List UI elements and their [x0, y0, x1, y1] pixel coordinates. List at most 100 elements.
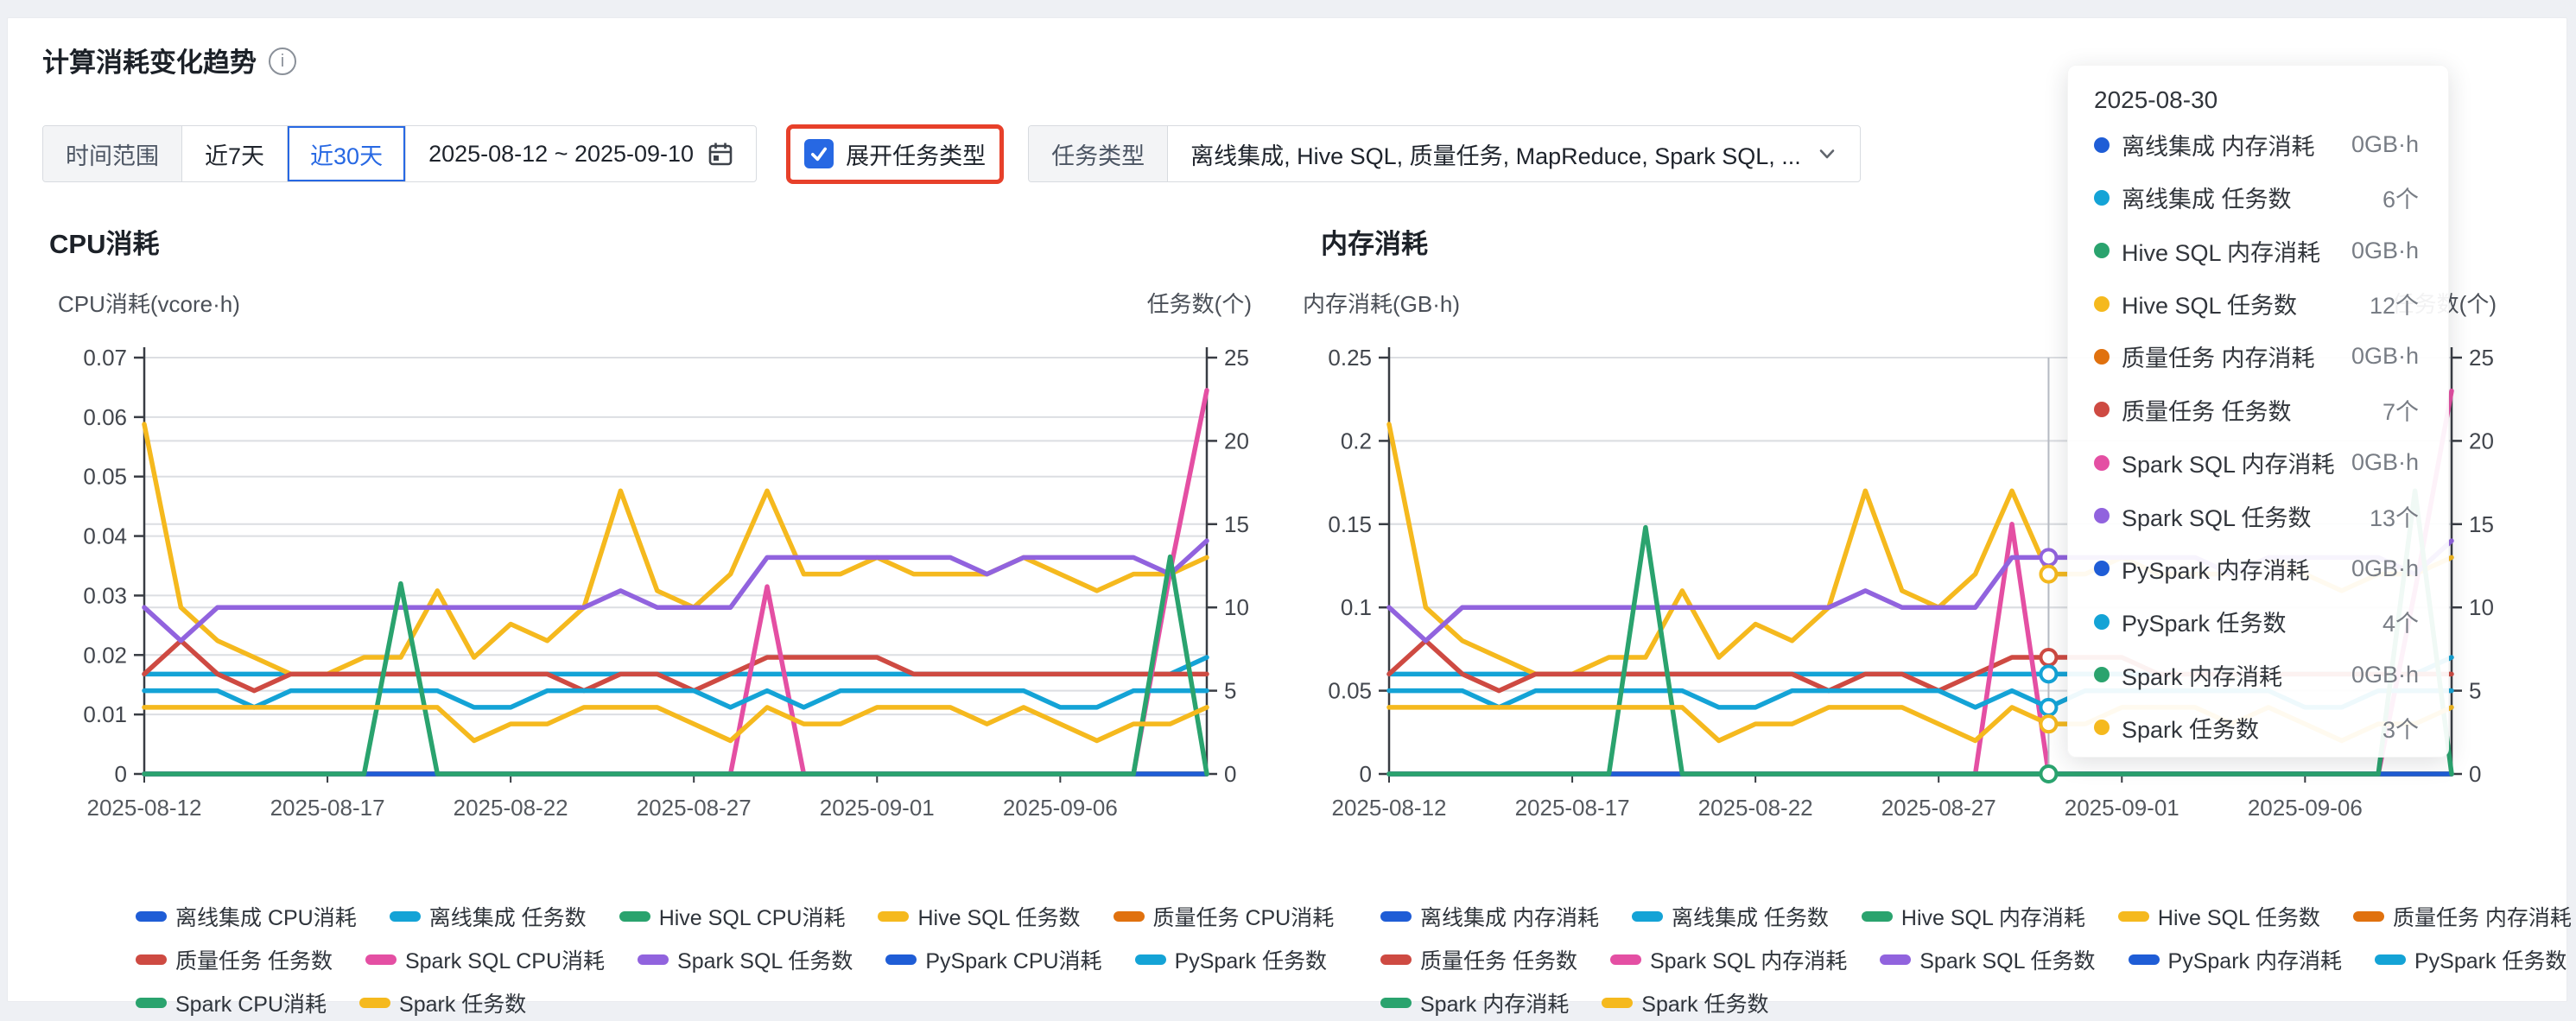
legend-marker — [619, 911, 650, 922]
svg-text:2025-09-01: 2025-09-01 — [820, 795, 935, 821]
tooltip-series-dot — [2094, 348, 2110, 365]
legend-label: 质量任务 任务数 — [1420, 949, 1577, 973]
tooltip-date: 2025-08-30 — [2094, 86, 2218, 113]
legend-item-Hive SQL 任务数[interactable]: Hive SQL 任务数 — [2117, 901, 2320, 932]
svg-text:任务数(个): 任务数(个) — [1147, 291, 1252, 317]
tooltip-series-value: 12个 — [2369, 293, 2419, 320]
svg-text:2025-08-22: 2025-08-22 — [1698, 795, 1813, 821]
svg-text:2025-08-22: 2025-08-22 — [454, 795, 568, 821]
tooltip-row: Hive SQL 内存消耗 0GB·h — [2094, 234, 2419, 268]
series-line-Hive SQL 任务数 — [142, 422, 1209, 677]
legend-item-Spark 任务数[interactable]: Spark 任务数 — [1602, 987, 1769, 1018]
legend-item-Spark SQL 任务数[interactable]: Spark SQL 任务数 — [1880, 944, 2096, 975]
legend-label: Hive SQL CPU消耗 — [658, 906, 846, 930]
tooltip-series-name: 质量任务 任务数 — [2122, 398, 2292, 425]
legend-marker — [878, 911, 910, 922]
task-type-dropdown[interactable]: 离线集成, Hive SQL, 质量任务, MapReduce, Spark S… — [1168, 126, 1860, 181]
svg-text:0.05: 0.05 — [83, 464, 127, 490]
tooltip-series-dot — [2094, 136, 2110, 153]
last-7-days-button[interactable]: 近7天 — [182, 126, 289, 181]
legend-marker — [2352, 911, 2384, 922]
legend-item-质量任务 CPU消耗[interactable]: 质量任务 CPU消耗 — [1113, 901, 1334, 932]
legend-item-Hive SQL CPU消耗[interactable]: Hive SQL CPU消耗 — [619, 901, 846, 932]
task-type-label: 任务类型 — [1029, 126, 1169, 181]
svg-text:10: 10 — [1224, 594, 1249, 620]
series-line-Spark CPU消耗 — [142, 554, 1209, 777]
legend-item-PySpark CPU消耗[interactable]: PySpark CPU消耗 — [885, 944, 1102, 975]
svg-text:0.03: 0.03 — [83, 582, 127, 608]
legend-item-离线集成 任务数[interactable]: 离线集成 任务数 — [1631, 901, 1829, 932]
tooltip-series-dot — [2094, 243, 2110, 259]
tooltip-series-dot — [2094, 720, 2110, 736]
legend-label: 离线集成 CPU消耗 — [175, 906, 357, 930]
tooltip-rows: 离线集成 内存消耗 0GB·h 离线集成 任务数 6个 Hive SQL 内存消耗 0GB… — [2094, 128, 2419, 745]
svg-text:0: 0 — [2469, 761, 2481, 787]
last-30-days-button[interactable]: 近30天 — [288, 126, 407, 181]
svg-text:0.06: 0.06 — [83, 404, 127, 430]
expand-task-type-highlight: 展开任务类型 — [786, 124, 1005, 184]
hover-marker — [2039, 697, 2059, 717]
tooltip-series-value: 0GB·h — [2351, 237, 2419, 263]
svg-text:2025-08-17: 2025-08-17 — [270, 795, 385, 821]
legend-label: Spark 任务数 — [399, 992, 527, 1017]
memory-chart-legend: 离线集成 内存消耗 离线集成 任务数 Hive SQL 内存消耗 Hive SQL 任… — [1380, 901, 2572, 1018]
legend-item-质量任务 任务数[interactable]: 质量任务 任务数 — [1380, 944, 1577, 975]
legend-item-质量任务 任务数[interactable]: 质量任务 任务数 — [136, 944, 333, 975]
legend-item-Spark CPU消耗[interactable]: Spark CPU消耗 — [136, 987, 327, 1018]
tooltip-series-dot — [2094, 402, 2110, 418]
tooltip-series-name: Hive SQL 内存消耗 — [2122, 239, 2321, 266]
svg-text:2025-08-12: 2025-08-12 — [1332, 795, 1447, 821]
calendar-icon — [708, 143, 733, 166]
legend-item-Hive SQL 任务数[interactable]: Hive SQL 任务数 — [878, 901, 1081, 932]
hover-marker — [2039, 764, 2059, 783]
tooltip-series-dot — [2094, 189, 2110, 206]
legend-item-Spark 任务数[interactable]: Spark 任务数 — [359, 987, 526, 1018]
tooltip-series-value: 0GB·h — [2351, 449, 2419, 476]
legend-marker — [2117, 911, 2149, 922]
legend-item-离线集成 任务数[interactable]: 离线集成 任务数 — [389, 901, 587, 932]
legend-marker — [389, 911, 421, 922]
series-line-质量任务 任务数 — [142, 638, 1209, 694]
tooltip-row: 质量任务 内存消耗 0GB·h — [2094, 339, 2419, 373]
expand-task-type-label[interactable]: 展开任务类型 — [846, 143, 987, 169]
hover-marker — [2039, 714, 2059, 734]
legend-item-PySpark 任务数[interactable]: PySpark 任务数 — [1134, 944, 1327, 975]
task-type-value: 离线集成, Hive SQL, 质量任务, MapReduce, Spark S… — [1190, 143, 1801, 169]
legend-item-PySpark 任务数[interactable]: PySpark 任务数 — [2374, 944, 2566, 975]
svg-text:2025-09-01: 2025-09-01 — [2065, 795, 2179, 821]
legend-item-质量任务 内存消耗[interactable]: 质量任务 内存消耗 — [2352, 901, 2572, 932]
tooltip-row: PySpark 内存消耗 0GB·h — [2094, 552, 2419, 586]
legend-item-Spark 内存消耗[interactable]: Spark 内存消耗 — [1380, 987, 1569, 1018]
page-title: 计算消耗变化趋势 — [42, 48, 257, 78]
tooltip-series-value: 6个 — [2382, 187, 2419, 213]
hover-marker — [2039, 564, 2059, 584]
cpu-chart[interactable]: 0.07 0.06 0.05 0.04 0.03 0.02 0.01 0 25 20 15 10 5 0 2… — [32, 260, 1259, 847]
legend-item-Spark SQL 内存消耗[interactable]: Spark SQL 内存消耗 — [1609, 944, 1847, 975]
time-range-group: 时间范围 近7天 近30天 2025-08-12 ~ 2025-09-10 — [42, 125, 758, 182]
info-icon[interactable]: i — [269, 48, 296, 75]
legend-marker — [1113, 911, 1145, 922]
legend-item-Spark SQL CPU消耗[interactable]: Spark SQL CPU消耗 — [365, 944, 605, 975]
tooltip-row: PySpark 任务数 4个 — [2094, 605, 2419, 638]
legend-item-离线集成 内存消耗[interactable]: 离线集成 内存消耗 — [1380, 901, 1599, 932]
svg-text:内存消耗(GB·h): 内存消耗(GB·h) — [1303, 291, 1460, 317]
legend-label: Hive SQL 任务数 — [2157, 906, 2320, 930]
legend-item-PySpark 内存消耗[interactable]: PySpark 内存消耗 — [2128, 944, 2342, 975]
legend-item-Hive SQL 内存消耗[interactable]: Hive SQL 内存消耗 — [1861, 901, 2085, 932]
svg-text:0.07: 0.07 — [83, 345, 127, 371]
tooltip-series-dot — [2094, 508, 2110, 524]
date-range-picker[interactable]: 2025-08-12 ~ 2025-09-10 — [406, 126, 756, 181]
cpu-chart-block: CPU消耗 0.07 0.06 0.05 0.04 0.03 0.02 0.01 0 25 20 1… — [32, 219, 1334, 1017]
series-line-Spark 内存消耗 — [1386, 488, 2454, 777]
hover-marker — [2039, 664, 2059, 684]
tooltip-row: Spark SQL 任务数 13个 — [2094, 499, 2419, 533]
tooltip-series-value: 4个 — [2382, 611, 2419, 637]
legend-item-Spark SQL 任务数[interactable]: Spark SQL 任务数 — [638, 944, 853, 975]
svg-text:0.02: 0.02 — [83, 642, 127, 668]
legend-marker — [1380, 998, 1412, 1008]
expand-task-type-checkbox[interactable] — [804, 139, 834, 168]
legend-label: Spark SQL 任务数 — [677, 949, 853, 973]
svg-text:0: 0 — [1224, 761, 1236, 787]
legend-item-离线集成 CPU消耗[interactable]: 离线集成 CPU消耗 — [136, 901, 357, 932]
legend-marker — [1602, 998, 1634, 1008]
